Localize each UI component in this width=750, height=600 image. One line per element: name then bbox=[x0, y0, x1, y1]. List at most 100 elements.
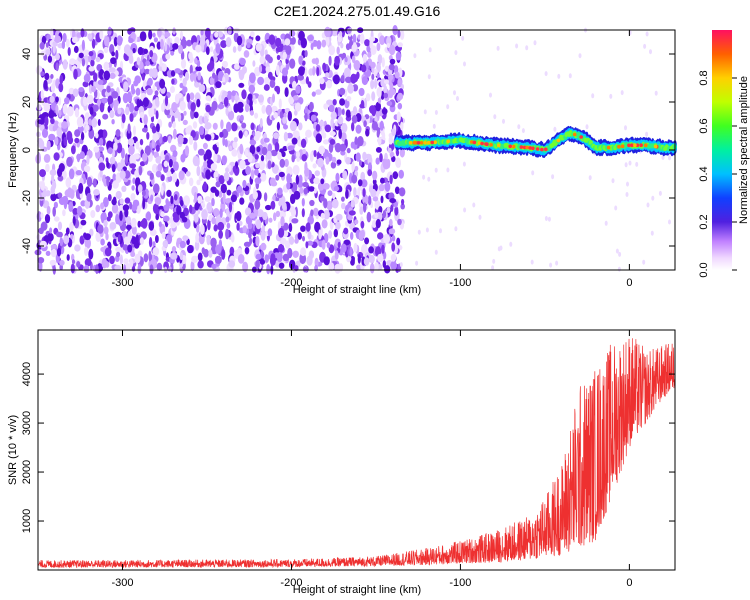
noise-cell bbox=[236, 222, 240, 231]
noise-cell bbox=[273, 212, 277, 222]
noise-cell bbox=[331, 156, 337, 163]
noise-cell bbox=[128, 37, 134, 44]
colorbar-ticks: 0.0 0.2 0.4 0.6 0.8 bbox=[698, 70, 737, 278]
noise-cell bbox=[352, 106, 358, 116]
noise-cell bbox=[182, 235, 189, 242]
noise-cell bbox=[624, 162, 628, 168]
noise-cell bbox=[227, 26, 232, 36]
noise-cell bbox=[400, 203, 406, 210]
noise-cell bbox=[218, 230, 224, 239]
noise-cell bbox=[313, 177, 320, 185]
noise-cell bbox=[97, 79, 104, 85]
noise-cell bbox=[50, 244, 57, 250]
noise-cell bbox=[265, 66, 271, 73]
noise-cell bbox=[123, 264, 127, 275]
noise-cell bbox=[284, 158, 289, 168]
noise-cell bbox=[58, 109, 62, 118]
noise-cell bbox=[326, 99, 333, 106]
noise-cell bbox=[278, 227, 285, 238]
noise-cell bbox=[179, 100, 186, 111]
noise-cell bbox=[388, 218, 393, 227]
signal-peak bbox=[511, 144, 516, 149]
noise-cell bbox=[213, 170, 219, 178]
noise-cell bbox=[400, 121, 404, 131]
noise-cell bbox=[124, 153, 129, 164]
noise-cell bbox=[195, 66, 202, 72]
noise-cell bbox=[391, 128, 397, 136]
noise-cell bbox=[395, 149, 400, 157]
noise-cell bbox=[63, 136, 67, 146]
noise-cell bbox=[369, 263, 375, 274]
noise-cell bbox=[361, 244, 368, 255]
noise-cell bbox=[398, 187, 406, 197]
noise-cell bbox=[66, 254, 70, 261]
noise-cell bbox=[50, 117, 55, 125]
x-tick-label: -100 bbox=[449, 577, 471, 589]
noise-cell bbox=[52, 125, 57, 132]
signal-peak bbox=[525, 145, 529, 150]
noise-cell bbox=[650, 230, 654, 236]
noise-cell bbox=[99, 29, 104, 40]
noise-cell bbox=[472, 202, 476, 208]
noise-cell bbox=[350, 199, 356, 208]
noise-cell bbox=[189, 92, 195, 101]
noise-cell bbox=[137, 263, 142, 274]
noise-cell bbox=[128, 145, 135, 155]
noise-cell bbox=[178, 170, 185, 181]
noise-cell bbox=[136, 56, 141, 66]
noise-cell bbox=[145, 211, 152, 221]
noise-cell bbox=[98, 162, 106, 171]
noise-cell bbox=[88, 84, 93, 94]
noise-cell bbox=[88, 51, 94, 57]
noise-cell bbox=[221, 94, 225, 101]
noise-cell bbox=[149, 50, 154, 58]
noise-cell bbox=[323, 209, 330, 220]
noise-cell bbox=[107, 194, 112, 202]
noise-cell bbox=[434, 167, 438, 173]
noise-cell bbox=[179, 211, 185, 219]
noise-cell bbox=[284, 38, 291, 46]
noise-cell bbox=[164, 108, 171, 116]
noise-cell bbox=[275, 37, 282, 48]
noise-cell bbox=[309, 151, 314, 162]
noise-cell bbox=[83, 232, 87, 239]
noise-cell bbox=[51, 180, 57, 190]
noise-cell bbox=[351, 256, 355, 263]
noise-cell bbox=[391, 242, 396, 252]
noise-cell bbox=[381, 57, 385, 68]
noise-cell bbox=[294, 109, 298, 116]
noise-cell bbox=[343, 67, 351, 79]
noise-cell bbox=[314, 187, 317, 194]
noise-cell bbox=[386, 101, 393, 106]
noise-cell bbox=[54, 216, 60, 222]
noise-cell bbox=[137, 46, 144, 56]
signal-peak bbox=[419, 141, 424, 145]
noise-cell bbox=[591, 93, 595, 99]
noise-cell bbox=[154, 90, 159, 96]
noise-cell bbox=[210, 132, 215, 140]
noise-cell bbox=[141, 218, 148, 229]
noise-cell bbox=[341, 202, 346, 210]
noise-cell bbox=[104, 247, 112, 257]
noise-cell bbox=[211, 100, 218, 111]
x-tick-label: -100 bbox=[449, 277, 471, 289]
signal-peak bbox=[544, 147, 548, 152]
noise-cell bbox=[131, 217, 137, 228]
noise-cell bbox=[278, 262, 285, 269]
noise-cell bbox=[59, 237, 64, 247]
noise-cell bbox=[55, 62, 59, 72]
noise-cell bbox=[341, 122, 348, 133]
noise-cell bbox=[65, 38, 70, 48]
noise-cell bbox=[193, 141, 198, 151]
noise-cell bbox=[142, 97, 149, 108]
noise-cell bbox=[391, 235, 396, 242]
noise-cell bbox=[168, 158, 173, 168]
signal-peak bbox=[433, 140, 438, 144]
noise-cell bbox=[254, 199, 261, 210]
noise-cell bbox=[84, 258, 92, 267]
noise-cell bbox=[384, 181, 391, 192]
noise-cell bbox=[196, 34, 201, 43]
noise-cell bbox=[260, 242, 267, 251]
noise-cell bbox=[111, 203, 119, 214]
noise-cell bbox=[74, 59, 79, 65]
